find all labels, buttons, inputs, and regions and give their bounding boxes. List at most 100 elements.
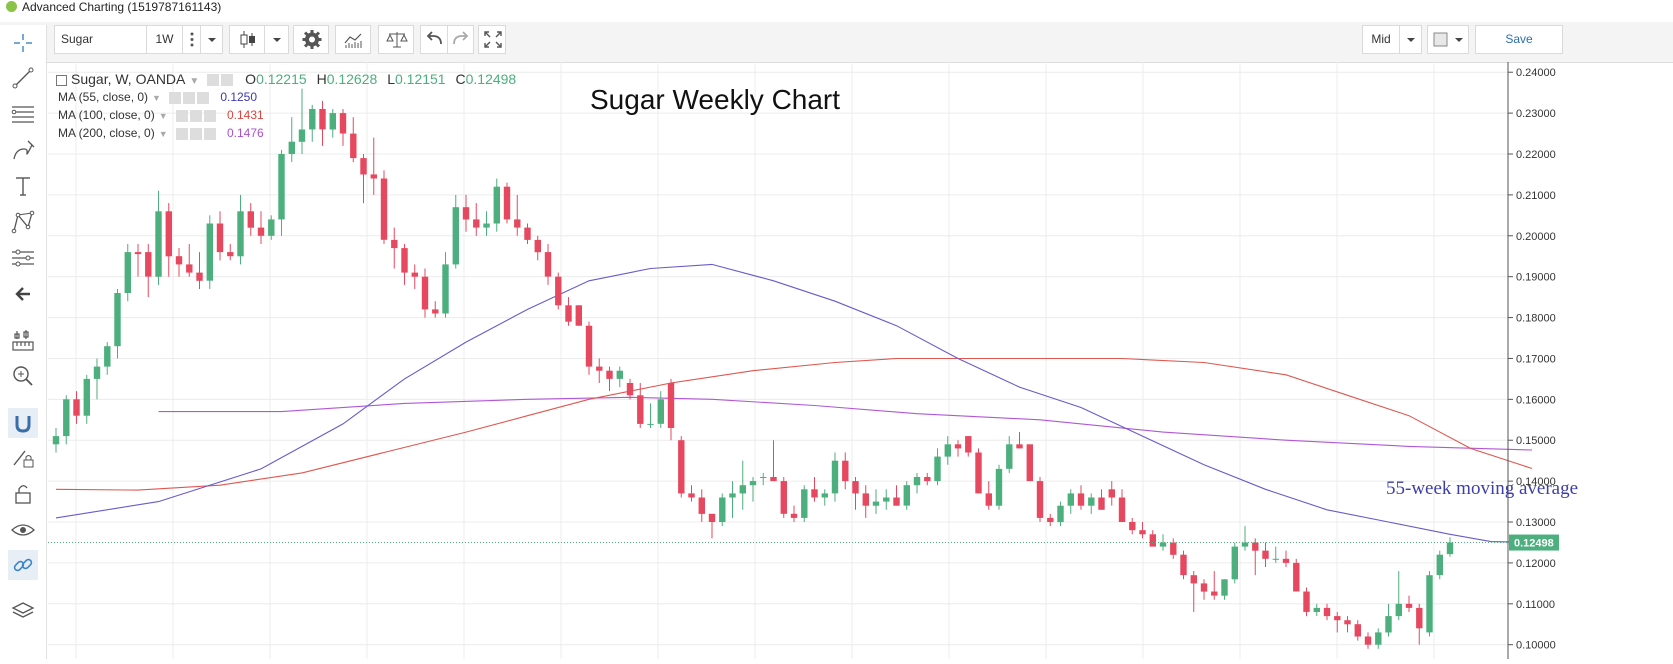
price-tick-label: 0.18000 xyxy=(1516,313,1556,325)
candle-body xyxy=(1262,550,1269,559)
candle-body xyxy=(575,305,582,326)
candlestick-chart[interactable]: 0.12498 0.24000 0.23000 0.22000 0.21000 0.20… xyxy=(48,62,1673,659)
close-small-icon[interactable] xyxy=(203,127,216,140)
candle xyxy=(647,403,654,428)
lock-tool[interactable] xyxy=(8,479,38,509)
price-tick-label: 0.23000 xyxy=(1516,108,1556,120)
chart-type-button[interactable] xyxy=(229,25,265,54)
interval-button[interactable]: 1W xyxy=(147,25,183,54)
layers-tool[interactable] xyxy=(8,595,38,625)
candle-body xyxy=(165,211,172,257)
candle xyxy=(1129,517,1136,535)
close-small-icon[interactable] xyxy=(203,109,216,122)
settings-button[interactable] xyxy=(293,25,329,54)
chevron-down-icon[interactable]: ▼ xyxy=(158,129,168,139)
trendline-tool[interactable] xyxy=(8,63,38,93)
ruler-tool[interactable] xyxy=(8,325,38,355)
undo-icon xyxy=(426,31,442,45)
save-button[interactable]: Save xyxy=(1475,25,1563,54)
fullscreen-button[interactable] xyxy=(478,25,506,54)
ma200-line-group xyxy=(158,396,1533,451)
candle-body xyxy=(319,109,326,130)
candle xyxy=(637,382,644,428)
ma55-line-group xyxy=(55,263,1533,544)
close-small-icon[interactable] xyxy=(196,91,209,104)
price-tick-label: 0.11000 xyxy=(1516,599,1555,611)
crosshair-tool[interactable] xyxy=(8,28,38,58)
low-label: L xyxy=(387,71,395,87)
measure-tool[interactable] xyxy=(8,243,38,273)
gear-small-icon[interactable] xyxy=(182,91,195,104)
text-tool[interactable] xyxy=(8,171,38,201)
candle-body xyxy=(995,468,1003,506)
eye-small-icon[interactable] xyxy=(175,109,188,122)
gear-small-icon[interactable] xyxy=(221,74,234,87)
candle-body xyxy=(1108,489,1115,498)
collapse-legend-icon[interactable] xyxy=(56,74,67,86)
brush-tool[interactable] xyxy=(8,135,38,165)
candle-body xyxy=(421,276,429,310)
candle-body xyxy=(1334,616,1341,621)
indicators-button[interactable] xyxy=(335,25,371,54)
chart-type-dropdown-button[interactable] xyxy=(265,25,289,54)
candle-body xyxy=(452,207,459,265)
visibility-tool[interactable] xyxy=(8,515,38,545)
lock-drawings-tool[interactable] xyxy=(8,443,38,473)
magnet-tool[interactable] xyxy=(8,408,38,438)
candle-body xyxy=(227,252,234,257)
eye-small-icon[interactable] xyxy=(175,127,188,140)
price-mode-dropdown-button[interactable] xyxy=(1400,25,1422,54)
zoom-in-tool[interactable] xyxy=(8,361,38,391)
candle-body xyxy=(257,227,265,236)
back-tool[interactable] xyxy=(8,279,38,309)
horizontal-lines-tool[interactable] xyxy=(8,99,38,129)
layout-button[interactable] xyxy=(1427,25,1469,54)
candle xyxy=(73,391,80,424)
link-tool[interactable] xyxy=(8,550,38,580)
candle xyxy=(626,378,634,400)
candle-body xyxy=(155,211,162,277)
candle-body xyxy=(493,186,500,224)
candle xyxy=(1334,611,1341,633)
redo-button[interactable] xyxy=(448,25,474,54)
candle xyxy=(1262,542,1269,567)
ma100-line xyxy=(55,357,1533,491)
candle-body xyxy=(237,211,244,257)
candle xyxy=(124,243,131,302)
chevron-down-icon[interactable]: ▼ xyxy=(158,111,168,121)
candle-body xyxy=(1088,497,1095,506)
left-drawing-toolbar xyxy=(0,25,47,659)
series-name: Sugar, W, OANDA xyxy=(71,71,186,87)
open-label: O xyxy=(245,71,257,87)
more-intervals-button[interactable] xyxy=(183,25,201,54)
gear-small-icon[interactable] xyxy=(189,109,202,122)
chevron-down-icon[interactable]: ▼ xyxy=(152,93,161,103)
undo-button[interactable] xyxy=(420,25,448,54)
candle-body xyxy=(1405,603,1413,608)
ma200-label: MA (200, close, 0) xyxy=(58,126,155,140)
candle-body xyxy=(1426,575,1433,633)
candle-body xyxy=(1364,636,1372,645)
interval-dropdown-button[interactable] xyxy=(201,25,223,54)
gear-small-icon[interactable] xyxy=(189,127,202,140)
zoom-in-icon xyxy=(13,366,33,386)
candle xyxy=(278,149,285,236)
candle xyxy=(175,248,183,277)
eye-small-icon[interactable] xyxy=(168,91,181,104)
candle-body xyxy=(1200,583,1208,592)
pattern-tool[interactable] xyxy=(8,207,38,237)
chevron-down-icon[interactable]: ▼ xyxy=(189,76,200,87)
chart-area[interactable]: 0.12498 0.24000 0.23000 0.22000 0.21000 0.20… xyxy=(48,62,1673,659)
candle xyxy=(719,493,726,527)
link-icon xyxy=(13,558,33,572)
last-price-line-group: 0.12498 xyxy=(48,534,1559,551)
compare-button[interactable] xyxy=(378,25,414,54)
candle xyxy=(1170,538,1177,559)
candle-body xyxy=(1272,558,1279,560)
eye-small-icon[interactable] xyxy=(207,74,220,87)
symbol-search-input[interactable]: Sugar xyxy=(54,25,147,54)
price-mode-button[interactable]: Mid xyxy=(1362,25,1400,54)
candle xyxy=(52,427,60,453)
candle-body xyxy=(565,305,572,322)
candle xyxy=(1354,620,1361,641)
